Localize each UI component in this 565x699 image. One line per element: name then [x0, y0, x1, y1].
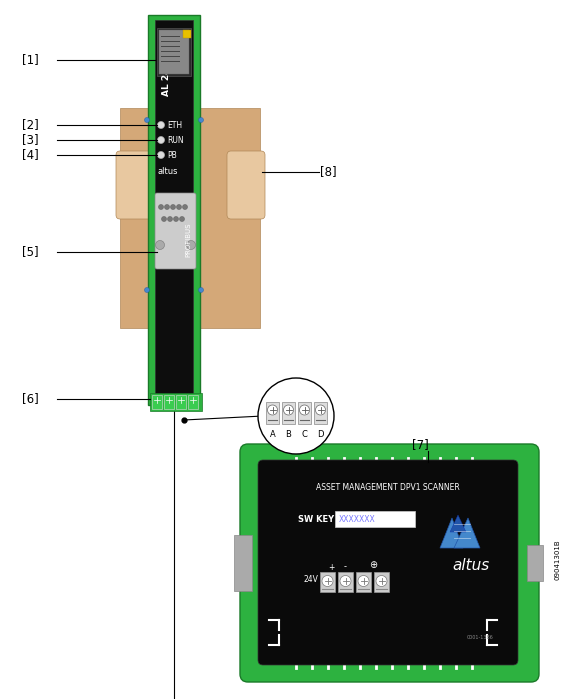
Circle shape — [167, 217, 172, 222]
Circle shape — [258, 378, 334, 454]
Circle shape — [180, 217, 185, 222]
Bar — [298, 402, 311, 424]
Text: [8]: [8] — [320, 166, 337, 178]
Circle shape — [173, 217, 179, 222]
Circle shape — [186, 240, 195, 250]
Text: 09041301B: 09041301B — [554, 540, 560, 580]
Bar — [183, 30, 191, 38]
Circle shape — [299, 405, 310, 415]
Text: 0001-1386: 0001-1386 — [466, 635, 493, 640]
Circle shape — [267, 405, 277, 415]
Text: +: + — [328, 563, 334, 572]
Circle shape — [376, 575, 387, 586]
Text: 24V: 24V — [303, 575, 319, 584]
Circle shape — [171, 205, 176, 210]
Bar — [374, 572, 389, 592]
Bar — [356, 572, 371, 592]
Bar — [148, 15, 200, 405]
Bar — [335, 511, 415, 527]
Bar — [176, 395, 186, 409]
Circle shape — [340, 575, 351, 586]
Text: [3]: [3] — [22, 134, 38, 147]
Text: [2]: [2] — [22, 119, 39, 131]
Text: C: C — [302, 430, 307, 439]
Text: [4]: [4] — [22, 148, 39, 161]
Text: ASSET MANAGEMENT DPV1 SCANNER: ASSET MANAGEMENT DPV1 SCANNER — [316, 482, 460, 491]
Text: SW KEY: SW KEY — [298, 515, 334, 524]
Text: [1]: [1] — [22, 54, 39, 66]
Bar — [188, 395, 198, 409]
Circle shape — [158, 136, 164, 143]
Bar — [314, 402, 327, 424]
Circle shape — [159, 205, 163, 210]
Text: altus: altus — [158, 168, 179, 177]
Bar — [120, 108, 260, 328]
Polygon shape — [440, 518, 463, 548]
Bar — [155, 20, 193, 402]
Circle shape — [176, 205, 181, 210]
Circle shape — [145, 117, 150, 122]
Text: ⊕: ⊕ — [369, 560, 377, 570]
Bar — [152, 395, 162, 409]
Circle shape — [182, 205, 188, 210]
Circle shape — [155, 240, 164, 250]
Text: [7]: [7] — [412, 438, 429, 452]
FancyBboxPatch shape — [227, 151, 265, 219]
Text: RUN: RUN — [167, 136, 184, 145]
FancyBboxPatch shape — [116, 151, 154, 219]
Text: B: B — [285, 430, 292, 439]
Text: AL 2434: AL 2434 — [162, 55, 171, 96]
Text: ETH: ETH — [167, 121, 182, 130]
Text: PB: PB — [167, 151, 177, 160]
Circle shape — [145, 287, 150, 292]
Text: altus: altus — [453, 558, 490, 572]
Bar — [164, 395, 174, 409]
Text: [5]: [5] — [22, 245, 38, 259]
Bar — [234, 535, 252, 591]
Circle shape — [322, 575, 333, 586]
Text: A: A — [270, 430, 275, 439]
Circle shape — [198, 117, 203, 122]
Bar — [527, 545, 543, 581]
Bar — [266, 402, 279, 424]
Bar — [157, 28, 191, 76]
Text: D: D — [318, 430, 324, 439]
Circle shape — [162, 217, 167, 222]
Bar — [320, 572, 335, 592]
Text: PROFIBUS: PROFIBUS — [185, 223, 191, 257]
Circle shape — [358, 575, 369, 586]
Bar — [150, 393, 202, 411]
Bar — [159, 30, 189, 74]
Circle shape — [284, 405, 293, 415]
Bar — [338, 572, 353, 592]
Text: XXXXXXX: XXXXXXX — [339, 515, 376, 524]
FancyBboxPatch shape — [155, 193, 196, 269]
FancyBboxPatch shape — [258, 460, 518, 665]
FancyBboxPatch shape — [240, 444, 539, 682]
Polygon shape — [450, 515, 466, 532]
Text: [6]: [6] — [22, 393, 39, 405]
Polygon shape — [454, 518, 480, 548]
Circle shape — [164, 205, 170, 210]
Circle shape — [158, 152, 164, 159]
Bar — [282, 402, 295, 424]
Circle shape — [315, 405, 325, 415]
Text: -: - — [344, 563, 346, 572]
Circle shape — [198, 287, 203, 292]
Circle shape — [158, 122, 164, 129]
